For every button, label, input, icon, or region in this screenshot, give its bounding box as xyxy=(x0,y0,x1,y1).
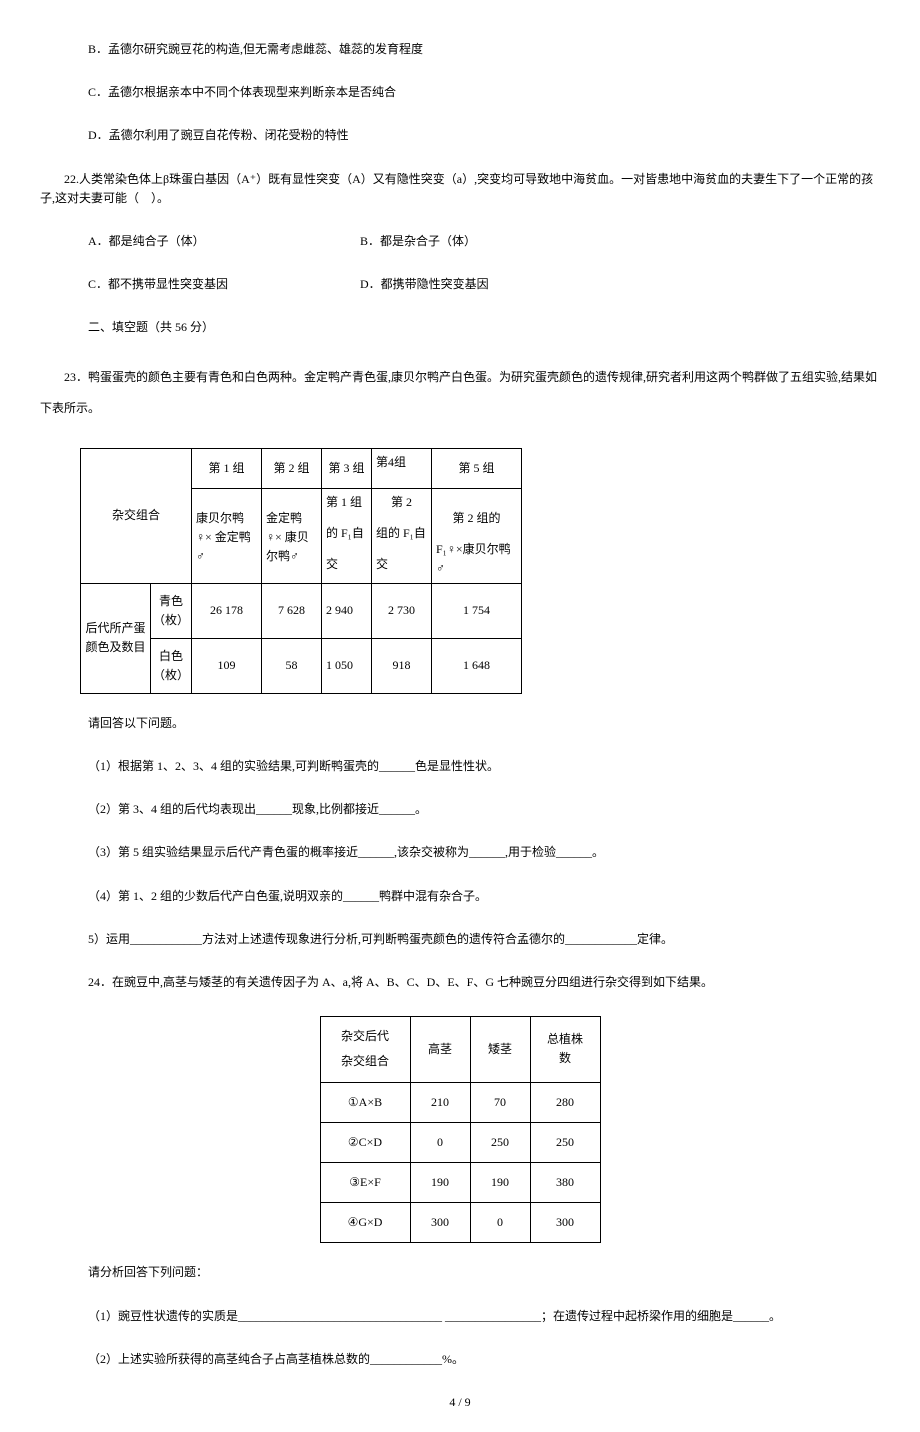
t2-h3: 矮茎 xyxy=(470,1017,530,1082)
q23-4: （4）第 1、2 组的少数后代产白色蛋,说明双亲的______鸭群中混有杂合子。 xyxy=(40,887,880,906)
t1-c4h: 第4组 xyxy=(372,448,432,488)
q23-3: （3）第 5 组实验结果显示后代产青色蛋的概率接近______,该杂交被称为__… xyxy=(40,843,880,862)
t1-r1v2: 2 940 xyxy=(322,583,372,638)
option-d: D．孟德尔利用了豌豆自花传粉、闭花受粉的特性 xyxy=(40,126,880,145)
t2-h1: 杂交后代 杂交组合 xyxy=(320,1017,410,1082)
q23-2: （2）第 3、4 组的后代均表现出______现象,比例都接近______。 xyxy=(40,800,880,819)
t1-r1v0: 26 178 xyxy=(192,583,262,638)
q22-option-b: B．都是杂合子（体） xyxy=(360,232,476,251)
q22-option-c: C．都不携带显性突变基因 xyxy=(40,275,360,294)
question-22: 22.人类常染色体上β珠蛋白基因（A⁺）既有显性突变（A）又有隐性突变（a）,突… xyxy=(40,170,880,208)
t2-row-2: ②C×D 0 250 250 xyxy=(320,1122,600,1162)
please-answer: 请回答以下问题。 xyxy=(40,714,880,733)
t1-c2h: 第 2 组 xyxy=(262,448,322,488)
t1-r2v1: 58 xyxy=(262,638,322,693)
q24-1: （1）豌豆性状遗传的实质是___________________________… xyxy=(40,1307,880,1326)
t1-r1a: 青色（枚） xyxy=(151,583,192,638)
t1-c5: 第 2 组的 F₁♀×康贝尔鸭♂ xyxy=(432,488,522,583)
t1-c4: 第 2 组的 F₁自 交 xyxy=(372,488,432,583)
q24-2: （2）上述实验所获得的高茎纯合子占高茎植株总数的____________%。 xyxy=(40,1350,880,1369)
q23-5: 5）运用____________方法对上述遗传现象进行分析,可判断鸭蛋壳颜色的遗… xyxy=(40,930,880,949)
t2-h4: 总植株数 xyxy=(530,1017,600,1082)
t2-row-3: ③E×F 190 190 380 xyxy=(320,1162,600,1202)
t1-r2v4: 1 648 xyxy=(432,638,522,693)
t1-r2v2: 1 050 xyxy=(322,638,372,693)
t1-r1v3: 2 730 xyxy=(372,583,432,638)
t1-r2v3: 918 xyxy=(372,638,432,693)
option-b: B．孟德尔研究豌豆花的构造,但无需考虑雌蕊、雄蕊的发育程度 xyxy=(40,40,880,59)
t1-r2a: 白色（枚） xyxy=(151,638,192,693)
section-2-heading: 二、填空题（共 56 分） xyxy=(40,318,880,337)
t1-c3h: 第 3 组 xyxy=(322,448,372,488)
table-q23: 杂交组合 第 1 组 第 2 组 第 3 组 第4组 第 5 组 康贝尔鸭♀× … xyxy=(80,448,522,694)
t1-r2v0: 109 xyxy=(192,638,262,693)
q22-options-row1: A．都是纯合子（体） B．都是杂合子（体） xyxy=(40,232,880,251)
please-answer-2: 请分析回答下列问题： xyxy=(40,1263,880,1282)
t1-c2: 金定鸭♀× 康贝尔鸭♂ xyxy=(262,488,322,583)
t1-c1: 康贝尔鸭♀× 金定鸭♂ xyxy=(192,488,262,583)
option-c: C．孟德尔根据亲本中不同个体表现型来判断亲本是否纯合 xyxy=(40,83,880,102)
t2-row-4: ④G×D 300 0 300 xyxy=(320,1203,600,1243)
question-24-intro: 24．在豌豆中,高茎与矮茎的有关遗传因子为 A、a,将 A、B、C、D、E、F、… xyxy=(40,973,880,992)
q22-option-a: A．都是纯合子（体） xyxy=(40,232,360,251)
t1-rowlabel: 杂交组合 xyxy=(81,448,192,583)
t1-r1label: 后代所产蛋颜色及数目 xyxy=(81,583,151,693)
page-number: 4 / 9 xyxy=(40,1393,880,1412)
t1-r1v4: 1 754 xyxy=(432,583,522,638)
t1-c3: 第 1 组 的 F₁自 交 xyxy=(322,488,372,583)
t1-c1h: 第 1 组 xyxy=(192,448,262,488)
t2-h2: 高茎 xyxy=(410,1017,470,1082)
q22-options-row2: C．都不携带显性突变基因 D．都携带隐性突变基因 xyxy=(40,275,880,294)
question-23-intro: 23．鸭蛋蛋壳的颜色主要有青色和白色两种。金定鸭产青色蛋,康贝尔鸭产白色蛋。为研… xyxy=(40,362,880,424)
table-q24: 杂交后代 杂交组合 高茎 矮茎 总植株数 ①A×B 210 70 280 ②C×… xyxy=(320,1016,601,1243)
t2-row-1: ①A×B 210 70 280 xyxy=(320,1082,600,1122)
t1-r1v1: 7 628 xyxy=(262,583,322,638)
t1-c5h: 第 5 组 xyxy=(432,448,522,488)
q23-1: （1）根据第 1、2、3、4 组的实验结果,可判断鸭蛋壳的______色是显性性… xyxy=(40,757,880,776)
q22-option-d: D．都携带隐性突变基因 xyxy=(360,275,489,294)
